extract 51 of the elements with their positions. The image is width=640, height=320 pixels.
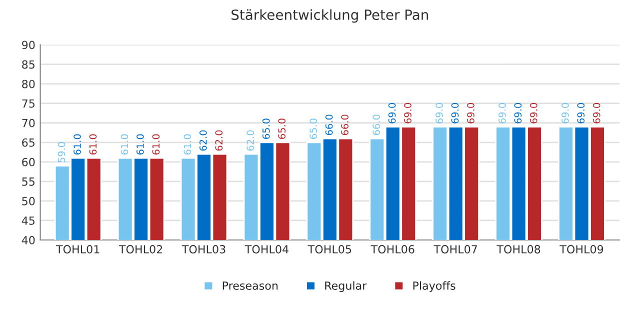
chart-title: Stärkeentwicklung Peter Pan (232, 9, 428, 23)
x-tick-label: TOHL03 (182, 245, 226, 254)
data-label: 66.0 (325, 114, 333, 136)
data-label: 66.0 (341, 114, 348, 136)
x-tick-label: TOHL05 (308, 245, 352, 254)
x-tick-label: TOHL07 (434, 245, 477, 254)
y-tick-label: 45 (22, 216, 34, 225)
data-label: 69.0 (451, 103, 459, 124)
y-tick-label: 85 (22, 60, 34, 69)
legend-label: Regular (325, 281, 367, 292)
data-label: 61.0 (74, 134, 81, 155)
x-tick-label: TOHL08 (496, 245, 540, 254)
data-label: 69.0 (530, 103, 538, 124)
data-label: 61.0 (136, 134, 144, 155)
y-tick-label: 60 (22, 158, 35, 166)
y-tick-label: 50 (22, 196, 35, 206)
y-tick-label: 90 (22, 40, 35, 50)
data-label: 69.0 (404, 103, 412, 124)
y-tick-label: 80 (22, 80, 35, 88)
x-tick-label: TOHL09 (560, 245, 604, 254)
legend-label: Preseason (222, 282, 278, 290)
data-label: 62.0 (199, 130, 207, 151)
data-label: 61.0 (184, 134, 192, 155)
x-tick-label: TOHL01 (56, 245, 100, 254)
data-label: 65.0 (262, 118, 270, 139)
data-label: 62.0 (246, 130, 254, 151)
data-label: 69.0 (498, 103, 506, 124)
data-label: 69.0 (561, 103, 569, 124)
y-tick-label: 70 (22, 118, 35, 128)
x-tick-label: TOHL04 (244, 245, 288, 254)
data-label: 62.0 (215, 130, 223, 151)
data-label: 65.0 (278, 118, 286, 139)
data-label: 69.0 (577, 103, 585, 124)
data-label: 65.0 (310, 118, 317, 139)
x-tick-label: TOHL02 (118, 245, 162, 254)
y-tick-label: 40 (22, 236, 35, 244)
data-label: 61.0 (120, 134, 128, 155)
data-label: 61.0 (89, 134, 97, 155)
x-tick-label: TOHL06 (370, 245, 414, 254)
data-label: 69.0 (592, 103, 600, 124)
y-tick-label: 55 (22, 178, 34, 186)
data-label: 69.0 (467, 103, 474, 124)
data-label: 59.0 (58, 142, 66, 162)
legend-label: Playoffs (413, 281, 456, 292)
data-label: 61.0 (152, 134, 160, 155)
y-tick-label: 75 (22, 99, 34, 108)
data-label: 69.0 (388, 103, 396, 124)
data-label: 69.0 (514, 103, 522, 124)
data-label: 69.0 (436, 103, 443, 124)
y-tick-label: 65 (22, 138, 34, 147)
data-label: 66.0 (372, 114, 380, 136)
